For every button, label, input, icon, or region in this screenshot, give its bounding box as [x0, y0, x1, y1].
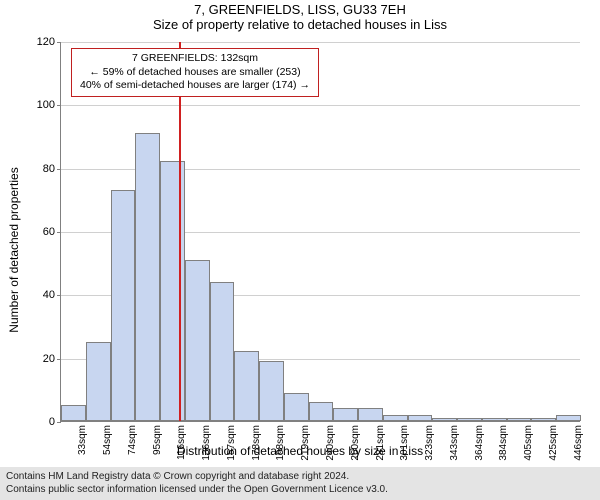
- y-tick-mark: [57, 295, 61, 296]
- bar: [86, 342, 111, 421]
- bar: [531, 418, 556, 421]
- y-tick-mark: [57, 422, 61, 423]
- x-tick-label: 405sqm: [523, 425, 534, 461]
- x-tick-label: 74sqm: [127, 425, 138, 455]
- y-tick-mark: [57, 42, 61, 43]
- y-tick-mark: [57, 169, 61, 170]
- annotation-line3: 40% of semi-detached houses are larger (…: [80, 79, 310, 93]
- footer: Contains HM Land Registry data © Crown c…: [0, 467, 600, 500]
- bar: [160, 161, 185, 421]
- plot-area: 02040608010012033sqm54sqm74sqm95sqm116sq…: [60, 42, 580, 422]
- chart-title-line2: Size of property relative to detached ho…: [0, 17, 600, 32]
- bar: [358, 408, 383, 421]
- y-tick-label: 0: [49, 416, 55, 428]
- x-tick-label: 446sqm: [573, 425, 584, 461]
- y-tick-label: 20: [43, 353, 55, 365]
- gridline: [61, 105, 580, 106]
- y-tick-label: 120: [37, 36, 55, 48]
- bar: [408, 415, 433, 421]
- y-tick-label: 40: [43, 289, 55, 301]
- chart-area: 02040608010012033sqm54sqm74sqm95sqm116sq…: [60, 42, 580, 422]
- bar: [457, 418, 482, 421]
- bar: [556, 415, 581, 421]
- y-tick-label: 80: [43, 163, 55, 175]
- x-tick-label: 33sqm: [77, 425, 88, 455]
- footer-line2: Contains public sector information licen…: [6, 484, 594, 497]
- bar: [210, 282, 235, 421]
- bar: [482, 418, 507, 421]
- annotation-line2: ← 59% of detached houses are smaller (25…: [80, 66, 310, 80]
- bar: [383, 415, 408, 421]
- bar: [111, 190, 136, 421]
- bar: [185, 260, 210, 422]
- chart-title-block: 7, GREENFIELDS, LISS, GU33 7EH Size of p…: [0, 0, 600, 32]
- bar: [135, 133, 160, 421]
- annotation-line1: 7 GREENFIELDS: 132sqm: [80, 52, 310, 66]
- annotation-box: 7 GREENFIELDS: 132sqm ← 59% of detached …: [71, 48, 319, 97]
- marker-line: [179, 42, 181, 421]
- bar: [333, 408, 358, 421]
- x-tick-label: 343sqm: [449, 425, 460, 461]
- bar: [284, 393, 309, 422]
- x-tick-label: 425sqm: [548, 425, 559, 461]
- bar: [259, 361, 284, 421]
- y-tick-mark: [57, 232, 61, 233]
- y-axis-label: Number of detached properties: [7, 167, 21, 332]
- footer-line1: Contains HM Land Registry data © Crown c…: [6, 471, 594, 484]
- x-tick-label: 364sqm: [474, 425, 485, 461]
- x-tick-label: 384sqm: [498, 425, 509, 461]
- bar: [507, 418, 532, 421]
- y-tick-mark: [57, 359, 61, 360]
- y-tick-label: 60: [43, 226, 55, 238]
- x-tick-label: 54sqm: [102, 425, 113, 455]
- x-tick-label: 95sqm: [152, 425, 163, 455]
- bar: [309, 402, 334, 421]
- bar: [234, 351, 259, 421]
- y-tick-mark: [57, 105, 61, 106]
- bar: [432, 418, 457, 421]
- x-axis-label: Distribution of detached houses by size …: [177, 444, 423, 458]
- gridline: [61, 42, 580, 43]
- y-tick-label: 100: [37, 99, 55, 111]
- bar: [61, 405, 86, 421]
- chart-title-line1: 7, GREENFIELDS, LISS, GU33 7EH: [0, 2, 600, 17]
- x-tick-label: 323sqm: [424, 425, 435, 461]
